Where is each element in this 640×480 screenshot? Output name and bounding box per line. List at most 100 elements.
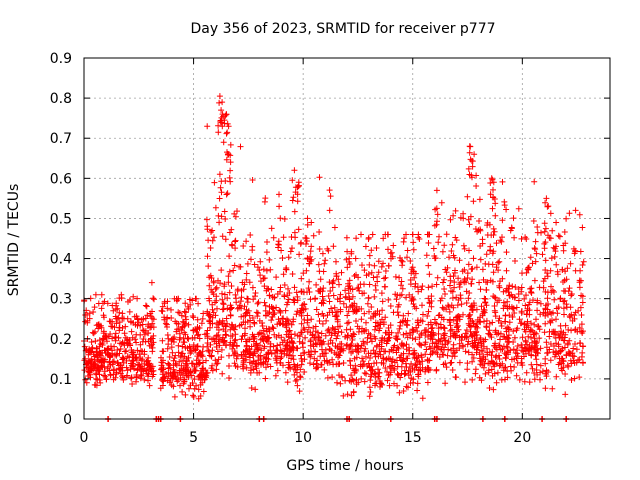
data-point: [509, 314, 516, 320]
data-point: [374, 322, 381, 329]
data-point: [542, 385, 549, 392]
data-point: [254, 264, 261, 271]
data-point: [119, 315, 126, 322]
data-point: [208, 229, 214, 235]
data-point: [321, 260, 328, 267]
data-point: [372, 282, 379, 289]
data-point: [94, 358, 101, 364]
data-point: [467, 303, 474, 310]
data-point: [206, 297, 213, 304]
data-point: [560, 242, 567, 249]
data-point: [315, 311, 322, 318]
data-point: [109, 318, 116, 325]
data-point: [291, 284, 298, 291]
data-point: [189, 313, 196, 319]
data-point: [132, 355, 139, 362]
data-point: [114, 359, 121, 366]
data-point: [392, 273, 399, 280]
data-point: [365, 294, 372, 301]
data-point: [567, 260, 574, 267]
data-point: [579, 299, 586, 306]
data-point: [496, 315, 503, 322]
data-point: [385, 262, 392, 269]
data-point: [243, 342, 250, 349]
data-point: [281, 282, 288, 288]
data-point: [355, 284, 362, 291]
data-point: [146, 382, 153, 389]
data-point: [233, 299, 240, 306]
data-point: [421, 327, 428, 334]
data-point: [577, 248, 584, 255]
data-point: [537, 345, 544, 352]
data-point: [304, 256, 311, 262]
data-point: [537, 362, 544, 369]
data-point: [542, 267, 549, 273]
data-point: [542, 288, 549, 295]
data-point: [360, 340, 367, 347]
data-point: [461, 245, 468, 252]
data-point: [451, 254, 458, 261]
data-point: [403, 231, 409, 238]
data-point: [462, 348, 469, 355]
data-point: [119, 354, 126, 361]
data-point: [284, 379, 291, 386]
data-point: [182, 344, 189, 351]
data-point: [485, 367, 492, 374]
data-point: [281, 216, 288, 222]
data-point: [275, 241, 282, 248]
data-point: [394, 382, 401, 389]
data-point: [250, 296, 257, 303]
data-point: [492, 340, 499, 347]
data-point: [403, 355, 410, 362]
data-point: [466, 247, 472, 254]
data-point: [134, 347, 141, 354]
data-point: [408, 360, 415, 367]
data-point: [335, 276, 342, 283]
data-point: [304, 312, 311, 319]
data-point: [315, 261, 322, 268]
data-point: [346, 346, 353, 352]
data-point: [247, 232, 254, 238]
data-point: [244, 295, 251, 302]
data-point: [159, 308, 166, 315]
data-point: [407, 277, 414, 283]
data-point: [140, 368, 147, 375]
data-point: [351, 355, 358, 362]
data-point: [361, 267, 368, 274]
data-point: [400, 312, 407, 319]
data-point: [307, 360, 313, 367]
data-points: [81, 93, 587, 402]
data-point: [219, 290, 225, 297]
data-point: [410, 301, 417, 307]
data-point: [274, 353, 281, 360]
data-point: [109, 350, 116, 357]
data-point: [448, 347, 455, 354]
data-point: [469, 265, 476, 272]
data-point: [579, 349, 586, 356]
data-point: [327, 193, 334, 200]
data-point: [379, 298, 386, 305]
data-point: [103, 376, 110, 383]
data-point: [524, 307, 531, 314]
data-point: [257, 272, 264, 279]
data-point: [512, 349, 519, 356]
chart-title: Day 356 of 2023, SRMTID for receiver p77…: [190, 21, 495, 37]
data-point: [533, 361, 540, 368]
data-point: [141, 376, 148, 383]
data-point: [229, 242, 236, 249]
data-point: [435, 343, 442, 350]
data-point: [456, 345, 463, 352]
data-point: [576, 279, 583, 286]
data-point: [466, 221, 473, 228]
data-point: [439, 248, 446, 255]
data-point: [391, 359, 398, 366]
data-point: [467, 213, 474, 220]
data-point: [410, 246, 417, 253]
data-point: [97, 379, 104, 386]
data-point: [261, 283, 268, 290]
data-point: [288, 321, 295, 328]
data-point: [140, 336, 147, 342]
data-point: [127, 366, 134, 373]
data-point: [336, 360, 343, 367]
data-point: [568, 377, 575, 383]
